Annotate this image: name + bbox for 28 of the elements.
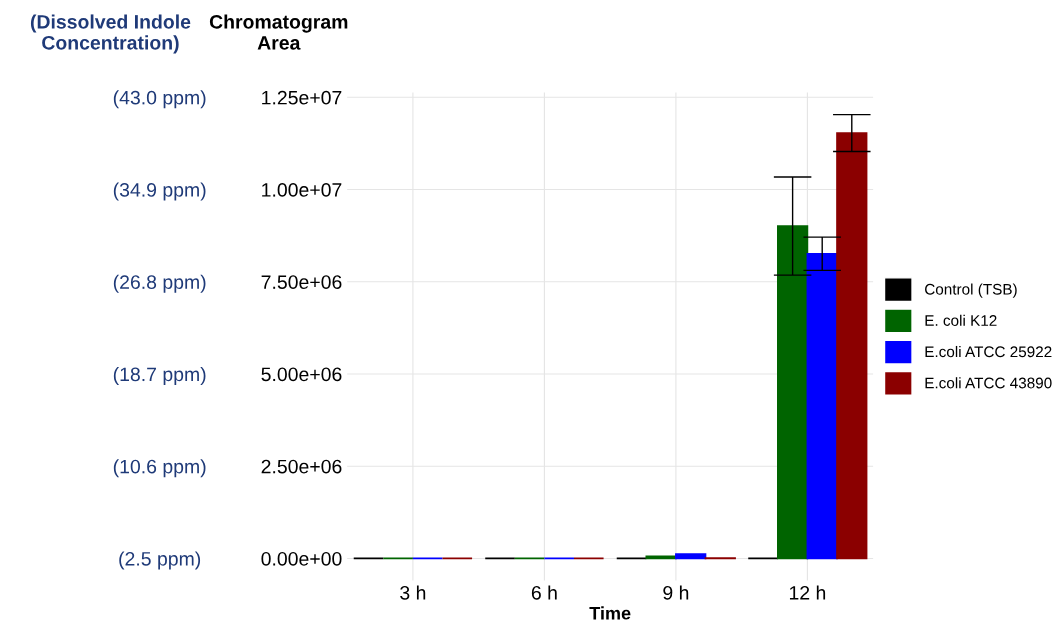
bar xyxy=(836,132,868,560)
bar xyxy=(776,225,809,560)
y-tick-label: 7.50e+06 xyxy=(261,275,342,289)
legend-label: E.coli ATCC 25922 xyxy=(925,345,1052,358)
legend-label: E.coli ATCC 43890 xyxy=(925,377,1052,389)
y2-tick-label: (34.9 ppm) xyxy=(113,182,206,201)
y2-tick-label: (43.0 ppm) xyxy=(113,90,206,109)
y-tick-label: 1.25e+07 xyxy=(262,90,342,105)
y2-axis-title: (Dissolved Indole Concentration) xyxy=(30,14,191,54)
x-tick-label: 6 h xyxy=(531,585,557,600)
bar xyxy=(675,553,707,560)
x-tick-label: 12 h xyxy=(789,585,826,600)
bar xyxy=(645,555,677,560)
x-axis-title: Time xyxy=(589,606,631,620)
y-tick-label: 2.50e+06 xyxy=(261,459,342,474)
legend-label: E. coli K12 xyxy=(925,314,997,326)
y-tick-label: 1.00e+07 xyxy=(262,183,342,197)
y2-tick-label: (10.6 ppm) xyxy=(113,459,206,478)
y-tick-label: 0.00e+00 xyxy=(261,551,342,566)
x-tick-label: 3 h xyxy=(400,585,426,600)
legend-label: Control (TSB) xyxy=(925,283,1017,298)
x-tick-label: 9 h xyxy=(663,585,689,600)
y2-tick-label: (26.8 ppm) xyxy=(113,274,206,293)
bar xyxy=(806,252,838,560)
y2-tick-label: (18.7 ppm) xyxy=(113,366,206,386)
y2-tick-label: (2.5 ppm) xyxy=(119,551,201,570)
y-axis-title: Chromatogram Area xyxy=(209,14,348,50)
y-tick-label: 5.00e+06 xyxy=(261,367,342,382)
